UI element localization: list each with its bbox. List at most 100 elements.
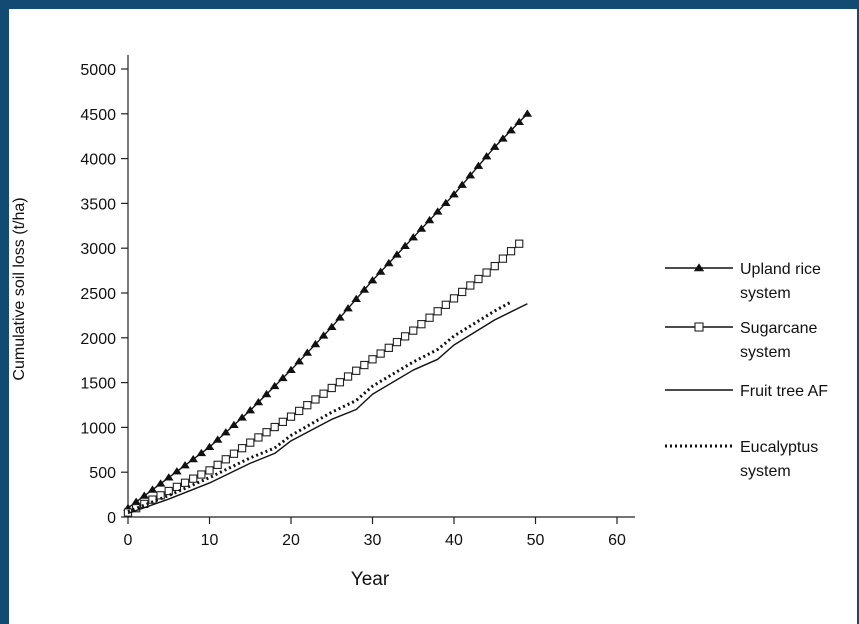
data-point-marker bbox=[449, 294, 459, 303]
data-point-marker bbox=[212, 435, 223, 443]
data-point-marker bbox=[375, 267, 386, 275]
legend-entry-3: Eucalyptus system bbox=[665, 439, 818, 480]
data-point-marker bbox=[367, 276, 378, 284]
data-point-marker bbox=[189, 474, 198, 483]
series-line bbox=[127, 300, 512, 514]
data-point-marker bbox=[278, 417, 287, 426]
data-point-marker bbox=[514, 117, 524, 126]
data-point-marker bbox=[278, 373, 288, 382]
data-point-marker bbox=[254, 433, 263, 442]
data-point-marker bbox=[286, 412, 296, 421]
data-point-marker bbox=[286, 365, 296, 374]
data-point-marker bbox=[213, 460, 222, 470]
data-point-marker bbox=[457, 180, 467, 188]
data-point-marker bbox=[188, 454, 198, 463]
data-point-marker bbox=[294, 406, 304, 416]
y-tick-label: 0 bbox=[107, 510, 116, 527]
data-point-marker bbox=[237, 444, 247, 453]
data-point-marker bbox=[490, 261, 499, 271]
data-point-marker bbox=[147, 485, 158, 493]
data-point-marker bbox=[261, 389, 272, 398]
data-point-marker bbox=[318, 331, 329, 339]
legend-label: system bbox=[740, 344, 791, 361]
y-tick-label: 4000 bbox=[80, 152, 116, 169]
data-point-marker bbox=[400, 332, 410, 341]
data-point-marker bbox=[245, 406, 256, 414]
data-point-marker bbox=[506, 247, 516, 256]
x-tick-label: 60 bbox=[608, 532, 626, 549]
legend-label: system bbox=[740, 285, 791, 302]
data-point-marker bbox=[156, 491, 165, 500]
data-point-marker bbox=[196, 448, 207, 457]
legend-label: Upland rice bbox=[740, 261, 821, 278]
y-tick-label: 1000 bbox=[80, 420, 116, 437]
y-tick-label: 500 bbox=[89, 465, 116, 482]
data-point-marker bbox=[449, 190, 459, 198]
data-point-marker bbox=[246, 438, 255, 447]
series-1 bbox=[123, 239, 524, 517]
data-point-marker bbox=[197, 470, 206, 479]
data-point-marker bbox=[465, 171, 476, 179]
data-point-marker bbox=[409, 326, 418, 335]
data-point-marker bbox=[163, 473, 174, 481]
axes: 0500100015002000250030003500400045005000… bbox=[11, 55, 635, 590]
data-point-marker bbox=[474, 274, 483, 284]
series-marks bbox=[123, 109, 533, 517]
series-line bbox=[127, 113, 528, 509]
data-point-marker bbox=[335, 313, 345, 321]
y-tick-label: 2500 bbox=[80, 286, 116, 303]
legend-label: system bbox=[740, 463, 791, 480]
y-tick-label: 1500 bbox=[80, 376, 116, 393]
series-3 bbox=[127, 300, 512, 514]
data-point-marker bbox=[326, 322, 337, 330]
data-point-marker bbox=[384, 258, 394, 267]
data-point-marker bbox=[360, 360, 369, 370]
data-point-marker bbox=[343, 372, 353, 381]
data-point-marker bbox=[515, 239, 524, 248]
legend-label: Fruit tree AF bbox=[740, 383, 828, 400]
data-point-marker bbox=[352, 366, 361, 375]
data-point-marker bbox=[384, 343, 393, 352]
data-point-marker bbox=[205, 466, 214, 475]
y-axis-title: Cumulative soil loss (t/ha) bbox=[11, 197, 28, 380]
x-axis-title: Year bbox=[351, 569, 390, 590]
data-point-marker bbox=[466, 281, 475, 290]
legend-marker bbox=[693, 263, 705, 272]
data-point-marker bbox=[270, 422, 279, 432]
x-tick-label: 0 bbox=[124, 532, 133, 549]
x-tick-label: 30 bbox=[364, 532, 382, 549]
data-point-marker bbox=[327, 383, 336, 393]
data-point-marker bbox=[489, 142, 500, 150]
data-point-marker bbox=[180, 478, 190, 487]
data-point-marker bbox=[376, 349, 385, 358]
data-point-marker bbox=[294, 357, 304, 365]
legend-entry-2: Fruit tree AF bbox=[665, 383, 828, 400]
data-point-marker bbox=[473, 161, 484, 169]
data-point-marker bbox=[498, 134, 508, 142]
data-point-marker bbox=[172, 482, 182, 492]
data-point-marker bbox=[221, 455, 230, 464]
data-point-marker bbox=[392, 337, 402, 347]
data-point-marker bbox=[319, 389, 328, 398]
y-tick-label: 4500 bbox=[80, 107, 116, 124]
series-0 bbox=[123, 109, 533, 511]
data-point-marker bbox=[506, 126, 516, 134]
data-point-marker bbox=[311, 395, 320, 404]
data-point-marker bbox=[457, 287, 467, 297]
data-point-marker bbox=[204, 442, 215, 451]
data-point-marker bbox=[229, 449, 239, 458]
data-point-marker bbox=[408, 233, 419, 241]
x-tick-label: 40 bbox=[445, 532, 463, 549]
data-point-marker bbox=[481, 152, 492, 160]
y-tick-label: 3000 bbox=[80, 241, 116, 258]
data-point-marker bbox=[417, 320, 426, 329]
series-line bbox=[127, 303, 528, 515]
data-point-marker bbox=[441, 198, 451, 206]
legend-label: Sugarcane bbox=[740, 320, 817, 337]
legend-entry-1: Sugarcane system bbox=[665, 320, 817, 361]
data-point-marker bbox=[392, 250, 402, 258]
data-point-marker bbox=[498, 254, 508, 263]
data-point-marker bbox=[335, 378, 345, 387]
